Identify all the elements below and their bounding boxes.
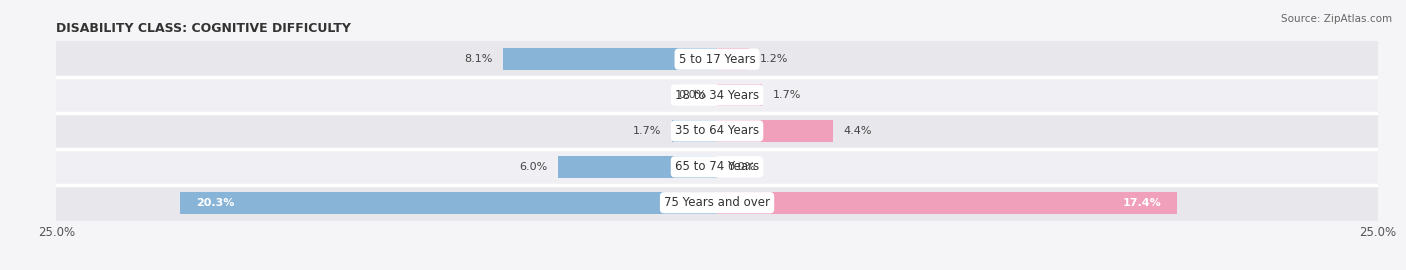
Text: 4.4%: 4.4% [844, 126, 873, 136]
Text: 0.0%: 0.0% [678, 90, 706, 100]
Bar [56, 185, 1378, 221]
Text: 5 to 17 Years: 5 to 17 Years [679, 53, 755, 66]
Bar [717, 192, 1177, 214]
Bar [717, 84, 762, 106]
Text: 6.0%: 6.0% [520, 162, 548, 172]
Bar [56, 41, 1378, 77]
Text: 1.7%: 1.7% [772, 90, 801, 100]
Bar [56, 77, 1378, 113]
Text: 20.3%: 20.3% [197, 198, 235, 208]
Bar [56, 149, 1378, 185]
Bar [558, 156, 717, 178]
Text: 1.2%: 1.2% [759, 54, 787, 64]
Text: 8.1%: 8.1% [464, 54, 492, 64]
Bar [717, 48, 749, 70]
Text: DISABILITY CLASS: COGNITIVE DIFFICULTY: DISABILITY CLASS: COGNITIVE DIFFICULTY [56, 22, 352, 35]
Bar [180, 192, 717, 214]
Text: 75 Years and over: 75 Years and over [664, 196, 770, 209]
Text: 17.4%: 17.4% [1122, 198, 1161, 208]
Bar [503, 48, 717, 70]
Text: 0.0%: 0.0% [728, 162, 756, 172]
Text: 35 to 64 Years: 35 to 64 Years [675, 124, 759, 137]
Text: 65 to 74 Years: 65 to 74 Years [675, 160, 759, 173]
Bar [56, 113, 1378, 149]
Text: 1.7%: 1.7% [633, 126, 662, 136]
Text: 18 to 34 Years: 18 to 34 Years [675, 89, 759, 102]
Bar [717, 120, 834, 142]
Text: Source: ZipAtlas.com: Source: ZipAtlas.com [1281, 14, 1392, 23]
Bar [672, 120, 717, 142]
